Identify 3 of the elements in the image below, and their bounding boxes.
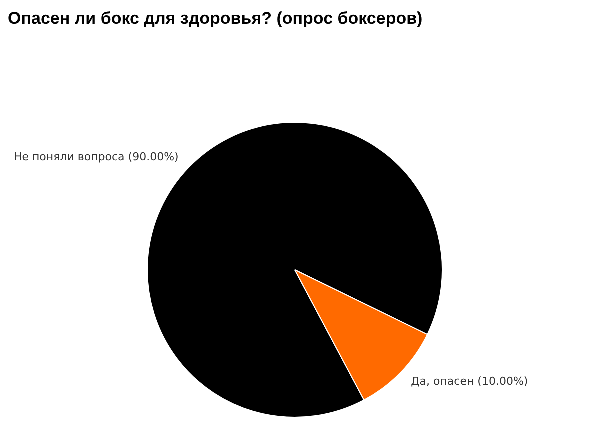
slice-label: Не поняли вопроса (90.00%) (14, 150, 179, 164)
chart-title: Опасен ли бокс для здоровья? (опрос боксеров) (8, 9, 423, 28)
slice-label: Да, опасен (10.00%) (411, 375, 528, 388)
